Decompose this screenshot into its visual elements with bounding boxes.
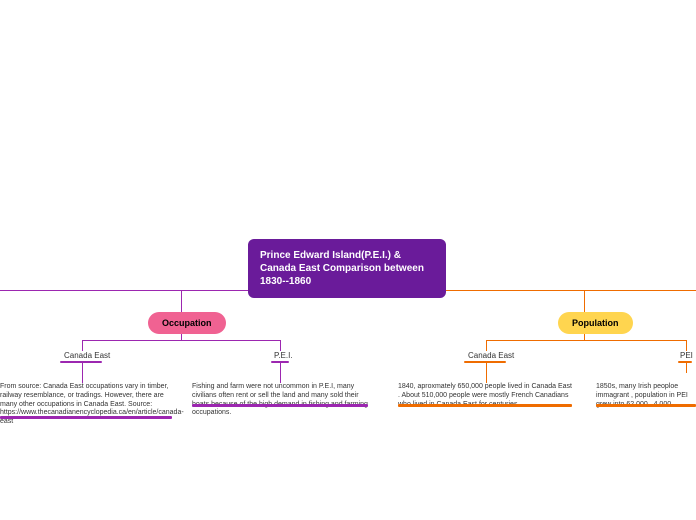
occ-sub-pei-underline	[271, 361, 289, 363]
pop-sub-pei[interactable]: PEI	[680, 351, 693, 360]
pop-sub-canada-east-underline	[464, 361, 506, 363]
pop-sub2-drop	[686, 340, 687, 351]
occ-leaf2-drop	[280, 363, 281, 383]
pop-sub-pei-underline	[678, 361, 692, 363]
occ-sub-h	[82, 340, 280, 341]
branch-population[interactable]: Population	[558, 312, 633, 334]
occ-leaf-canada-east: From source: Canada East occupations var…	[0, 383, 172, 427]
pop-leaf-canada-east-underline	[398, 404, 572, 407]
occ-leaf1-drop	[82, 363, 83, 383]
occ-sub-pei[interactable]: P.E.I.	[274, 351, 293, 360]
pop-leaf2-drop	[686, 363, 687, 373]
pop-sub1-drop	[486, 340, 487, 351]
occ-sub1-drop	[82, 340, 83, 351]
pop-drop	[584, 290, 585, 312]
pop-sub-h	[486, 340, 686, 341]
occ-leaf-pei: Fishing and farm were not uncommon in P.…	[192, 383, 368, 418]
occ-leaf-pei-underline	[192, 404, 368, 407]
pop-leaf-pei-underline	[596, 404, 696, 407]
root-node[interactable]: Prince Edward Island(P.E.I.) & Canada Ea…	[248, 239, 446, 298]
occ-sub-canada-east-underline	[60, 361, 102, 363]
occ-sub2-drop	[280, 340, 281, 351]
occ-drop	[181, 290, 182, 312]
branch-occupation[interactable]: Occupation	[148, 312, 226, 334]
occ-leaf-canada-east-underline	[0, 416, 172, 419]
pop-leaf1-drop	[486, 363, 487, 383]
pop-sub-canada-east[interactable]: Canada East	[468, 351, 514, 360]
occ-sub-canada-east[interactable]: Canada East	[64, 351, 110, 360]
